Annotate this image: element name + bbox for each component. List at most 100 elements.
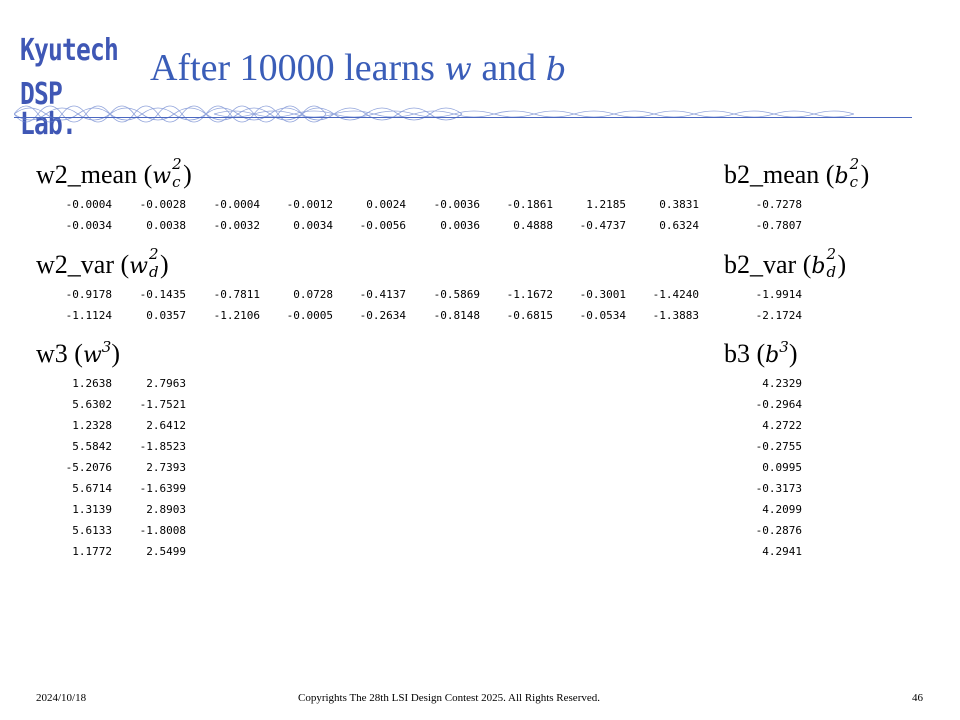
matrix-value: -0.0534 bbox=[579, 309, 626, 322]
lab-logo: Kyutech DSP Lab. bbox=[14, 28, 154, 140]
matrix-value: -0.0056 bbox=[359, 219, 406, 232]
heading-symbol: b bbox=[834, 164, 849, 189]
heading-close: ) bbox=[111, 339, 120, 368]
matrix-value: -0.8148 bbox=[433, 309, 480, 322]
matrix-value: 4.2722 bbox=[762, 419, 802, 432]
heading-symbol: w bbox=[152, 164, 172, 189]
matrix-value: 0.0728 bbox=[293, 288, 333, 301]
slide-title: After 10000 learns w and b bbox=[150, 46, 566, 90]
matrix-value: -0.7278 bbox=[755, 198, 802, 211]
matrix-value: 1.2638 bbox=[72, 377, 112, 390]
matrix-value: -0.0004 bbox=[213, 198, 260, 211]
matrix-value: -0.3173 bbox=[755, 482, 802, 495]
matrix-value: -1.6399 bbox=[139, 482, 186, 495]
matrix-value: 0.0038 bbox=[146, 219, 186, 232]
footer-page-number: 46 bbox=[912, 692, 923, 704]
matrix-value: -1.8523 bbox=[139, 440, 186, 453]
heading-symbol: b bbox=[765, 343, 780, 368]
matrix-value: -0.7811 bbox=[213, 288, 260, 301]
heading-close: ) bbox=[788, 339, 798, 368]
matrix-value: -0.2876 bbox=[755, 524, 802, 537]
matrix-value: -0.4737 bbox=[579, 219, 626, 232]
matrix-value: 2.8903 bbox=[146, 503, 186, 516]
matrix-value: -0.0028 bbox=[139, 198, 186, 211]
heading-b2-mean: b2_mean (b 2 c) bbox=[724, 155, 870, 191]
matrix-value: -0.4137 bbox=[359, 288, 406, 301]
matrix-value: -0.9178 bbox=[65, 288, 112, 301]
title-underline bbox=[14, 117, 912, 118]
matrix-value: 5.6302 bbox=[72, 398, 112, 411]
matrix-value: 2.6412 bbox=[146, 419, 186, 432]
heading-w2-var: w2_var (w 2 d) bbox=[36, 245, 169, 281]
title-text: After 10000 learns bbox=[150, 47, 445, 89]
matrix-value: 0.0024 bbox=[366, 198, 406, 211]
matrix-value: 0.6324 bbox=[659, 219, 699, 232]
matrix-value: -0.0036 bbox=[433, 198, 480, 211]
heading-close: ) bbox=[860, 160, 870, 189]
footer-date: 2024/10/18 bbox=[36, 692, 87, 704]
matrix-value: -0.2634 bbox=[359, 309, 406, 322]
matrix-value: -1.8008 bbox=[139, 524, 186, 537]
title-text-and: and bbox=[471, 47, 546, 89]
matrix-value: -1.7521 bbox=[139, 398, 186, 411]
heading-w3: w3 (w3) bbox=[36, 338, 120, 369]
matrix-value: -0.0034 bbox=[65, 219, 112, 232]
heading-label: w3 ( bbox=[36, 339, 83, 368]
heading-label: b2_mean ( bbox=[724, 160, 835, 189]
heading-superscript: 2 bbox=[172, 155, 182, 173]
heading-label: w2_mean ( bbox=[36, 160, 153, 189]
matrix-value: 2.7393 bbox=[146, 461, 186, 474]
matrix-value: 0.0036 bbox=[440, 219, 480, 232]
matrix-value: 2.5499 bbox=[146, 545, 186, 558]
heading-close: ) bbox=[837, 250, 847, 279]
matrix-value: -0.2964 bbox=[755, 398, 802, 411]
heading-superscript: 3 bbox=[101, 338, 112, 356]
heading-label: b2_var ( bbox=[724, 250, 812, 279]
heading-superscript: 2 bbox=[148, 245, 159, 263]
matrix-value: 1.3139 bbox=[72, 503, 112, 516]
logo-line1: Kyutech bbox=[20, 33, 119, 68]
matrix-value: 0.0357 bbox=[146, 309, 186, 322]
matrix-value: 5.5842 bbox=[72, 440, 112, 453]
matrix-value: 0.4888 bbox=[513, 219, 553, 232]
matrix-value: -0.6815 bbox=[506, 309, 553, 322]
matrix-value: -0.0004 bbox=[65, 198, 112, 211]
matrix-value: -5.2076 bbox=[65, 461, 112, 474]
matrix-value: -0.2755 bbox=[755, 440, 802, 453]
heading-subscript: d bbox=[826, 263, 837, 281]
matrix-value: 4.2941 bbox=[762, 545, 802, 558]
logo-line2: DSP Lab. bbox=[20, 77, 77, 142]
matrix-value: -1.1124 bbox=[65, 309, 112, 322]
decorative-waves bbox=[14, 105, 854, 123]
heading-symbol: w bbox=[129, 254, 148, 279]
matrix-value: 0.0995 bbox=[762, 461, 802, 474]
matrix-value: 1.1772 bbox=[72, 545, 112, 558]
heading-subscript: d bbox=[148, 263, 159, 281]
matrix-value: -0.3001 bbox=[579, 288, 626, 301]
heading-superscript: 3 bbox=[779, 338, 789, 356]
heading-close: ) bbox=[183, 160, 192, 189]
matrix-value: -0.0032 bbox=[213, 219, 260, 232]
heading-label: b3 ( bbox=[724, 339, 766, 368]
matrix-value: 0.3831 bbox=[659, 198, 699, 211]
matrix-value: -0.5869 bbox=[433, 288, 480, 301]
matrix-value: 1.2185 bbox=[586, 198, 626, 211]
title-var-w: w bbox=[444, 50, 472, 88]
heading-superscript: 2 bbox=[826, 245, 836, 263]
heading-b3: b3 (b3) bbox=[724, 338, 797, 369]
matrix-value: 1.2328 bbox=[72, 419, 112, 432]
matrix-value: -2.1724 bbox=[755, 309, 802, 322]
heading-subscript: c bbox=[849, 173, 858, 191]
matrix-value: -1.2106 bbox=[213, 309, 260, 322]
matrix-value: -0.1435 bbox=[139, 288, 186, 301]
matrix-value: -1.1672 bbox=[506, 288, 553, 301]
matrix-value: -0.0012 bbox=[286, 198, 333, 211]
matrix-value: -1.4240 bbox=[652, 288, 699, 301]
matrix-value: 4.2099 bbox=[762, 503, 802, 516]
heading-symbol: w bbox=[82, 343, 102, 368]
matrix-value: 0.0034 bbox=[293, 219, 333, 232]
